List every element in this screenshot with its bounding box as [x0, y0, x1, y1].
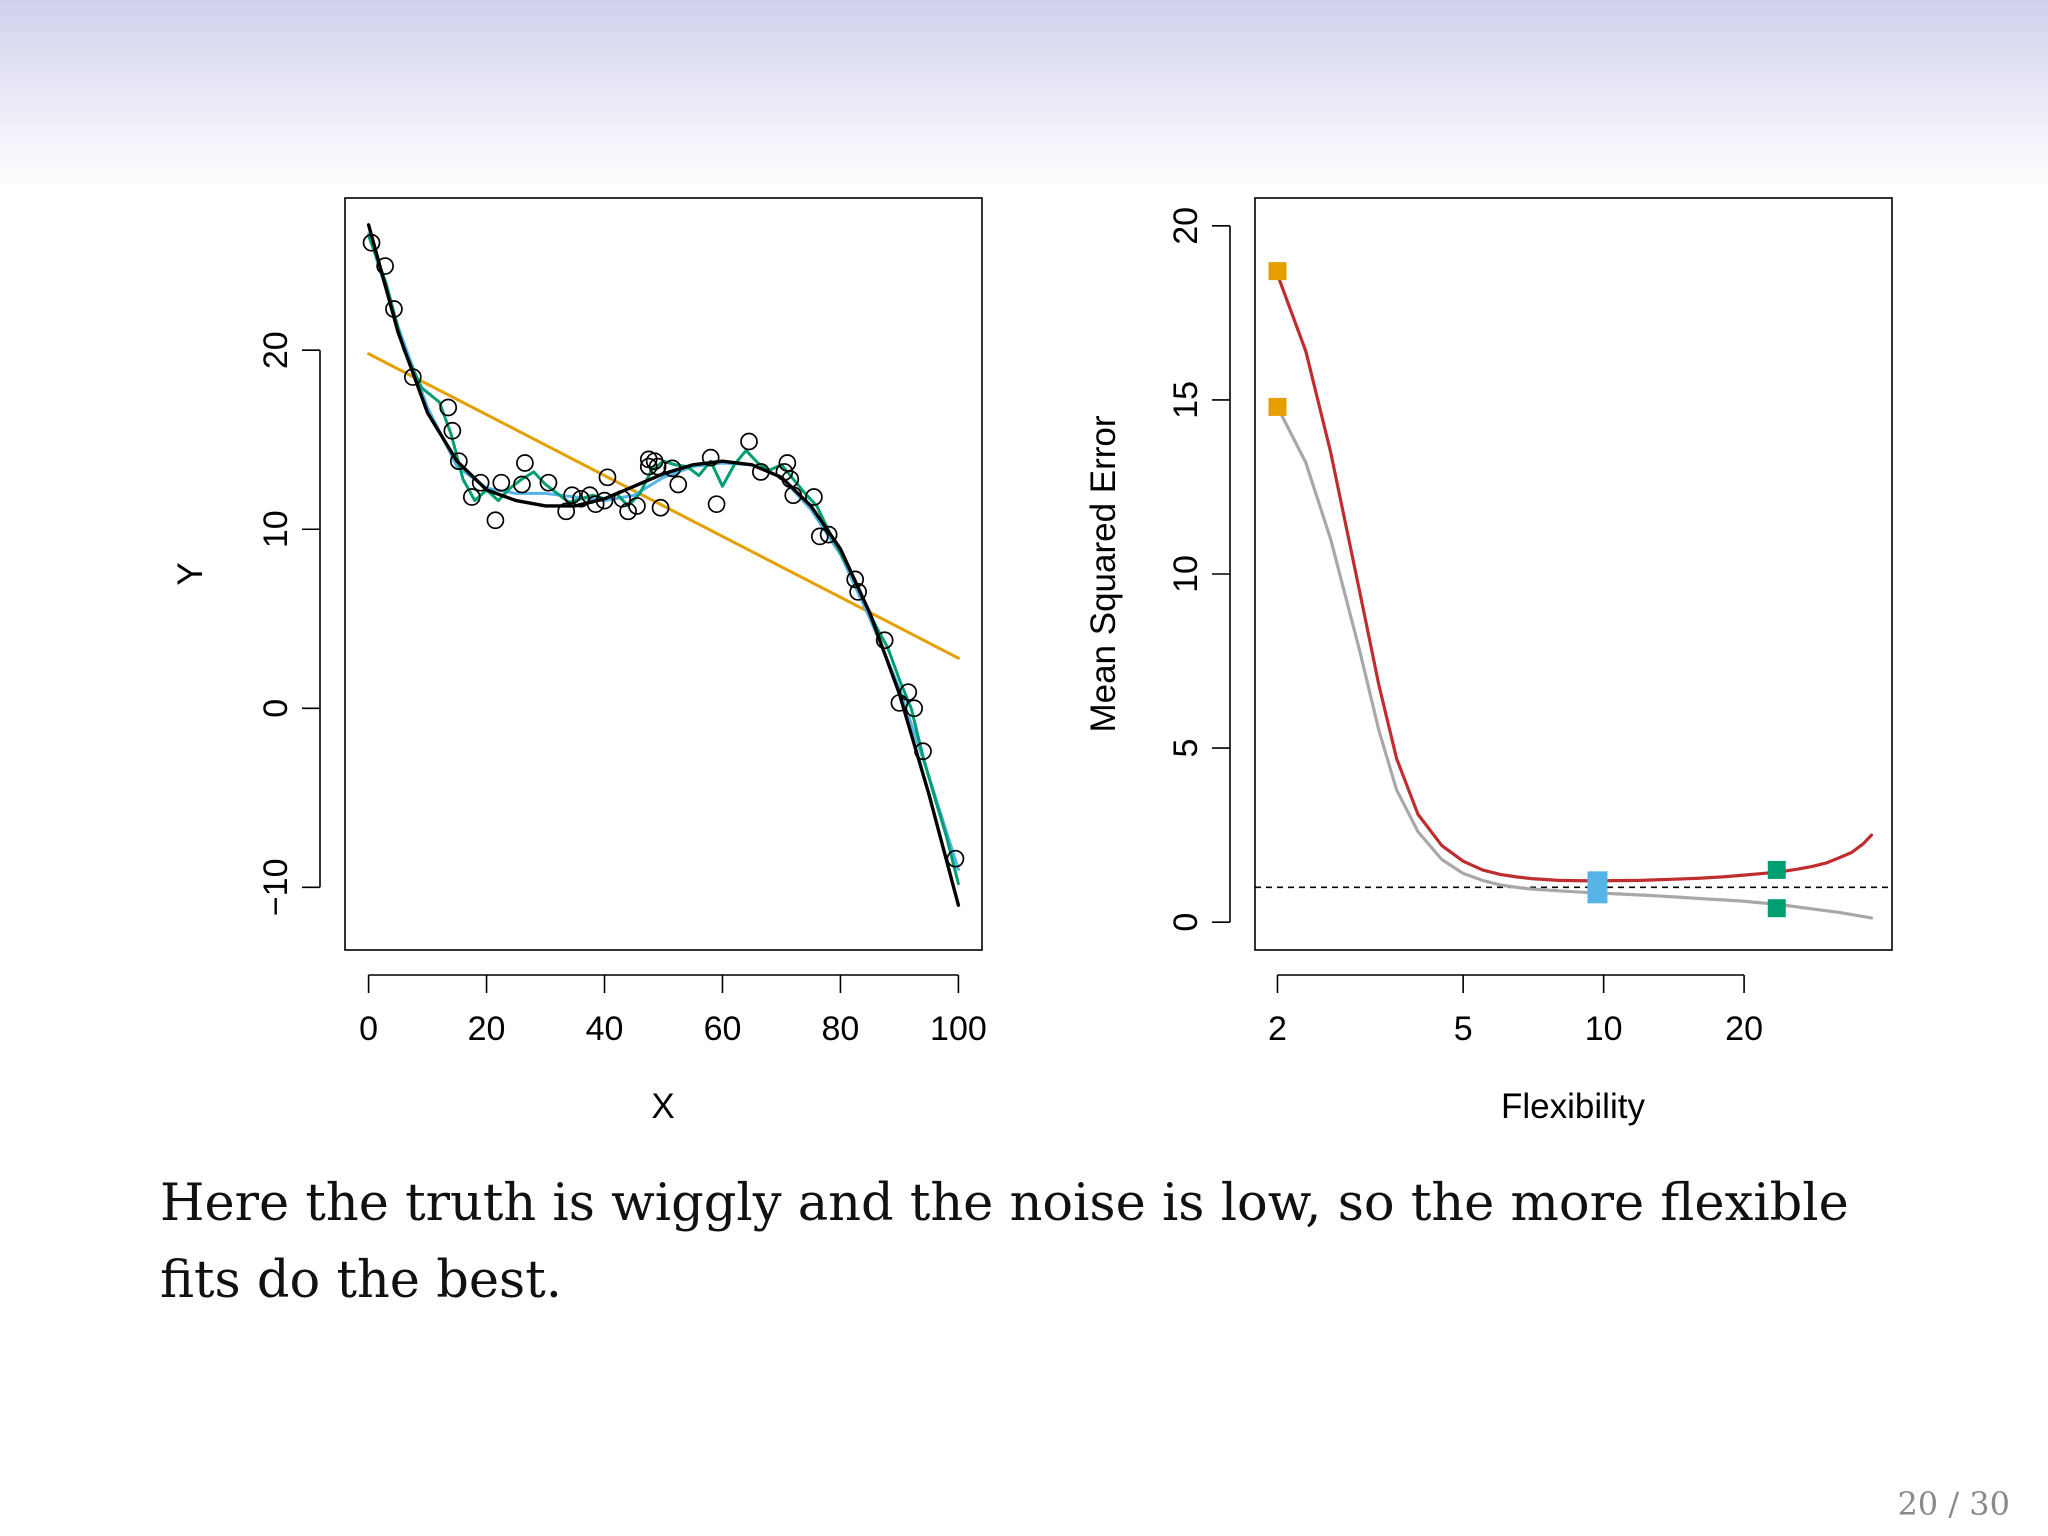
data-point — [557, 502, 576, 521]
data-point — [443, 421, 462, 440]
right-x-axis: 2 5 10 20 — [1268, 974, 1763, 1048]
marker-smooth-green — [1767, 860, 1786, 879]
data-point — [875, 631, 894, 650]
left-y-tick-label: 10 — [257, 510, 295, 548]
left-plot-frame — [344, 197, 983, 951]
left-y-tick-label: 0 — [257, 699, 295, 718]
left-x-tick-label: 20 — [468, 1010, 506, 1048]
left-x-axis-label: X — [651, 1087, 674, 1126]
right-x-axis-label: Flexibility — [1501, 1087, 1645, 1126]
data-point — [492, 473, 511, 492]
right-y-axis-label: Mean Squared Error — [1084, 415, 1123, 732]
data-point — [619, 502, 637, 521]
right-x-tick-label: 20 — [1725, 1010, 1763, 1048]
right-markers — [1268, 262, 1786, 918]
data-point — [819, 525, 838, 544]
right-mse-curves — [1275, 272, 1874, 920]
right-x-tick-label: 5 — [1454, 1010, 1473, 1048]
right-y-tick-label: 15 — [1167, 381, 1205, 419]
data-point — [648, 457, 667, 476]
data-point — [595, 491, 614, 510]
right-y-axis: 0 5 10 15 20 — [1167, 207, 1231, 932]
data-point — [516, 454, 534, 472]
left-x-tick-label: 0 — [359, 1010, 378, 1048]
data-point — [651, 498, 670, 517]
right-panel: 2 5 10 20 0 5 10 15 20 Flexibility Mean Squared… — [1084, 197, 1893, 1126]
data-point — [362, 233, 381, 252]
data-point — [586, 495, 605, 514]
right-line-test-mse — [1275, 272, 1874, 883]
marker-min-test — [1587, 871, 1608, 904]
data-point — [784, 486, 803, 505]
data-point — [899, 683, 918, 702]
data-point — [669, 475, 688, 494]
data-point — [539, 473, 558, 492]
data-point — [701, 448, 720, 467]
right-y-tick-label: 10 — [1167, 555, 1205, 593]
data-point — [462, 488, 481, 506]
data-point — [905, 699, 924, 718]
data-point — [810, 527, 829, 546]
left-y-tick-label: −10 — [257, 858, 295, 916]
left-x-tick-label: 80 — [822, 1010, 860, 1048]
data-point — [439, 398, 458, 417]
data-point — [471, 473, 490, 492]
data-point — [376, 257, 394, 275]
data-point — [740, 432, 758, 451]
data-point — [563, 486, 581, 505]
left-x-axis: 0 20 40 60 80 100 — [359, 974, 987, 1048]
data-point — [628, 497, 646, 515]
data-point — [751, 463, 770, 481]
left-line-smooth-green — [367, 234, 960, 886]
left-line-smooth-blue — [367, 232, 960, 871]
left-data-points — [362, 233, 965, 868]
data-point — [914, 742, 932, 761]
data-point — [486, 511, 505, 530]
left-fit-lines — [366, 223, 961, 907]
slide-caption: Here the truth is wiggly and the noise i… — [160, 1174, 1849, 1310]
right-x-tick-label: 10 — [1585, 1010, 1623, 1048]
data-point — [513, 475, 531, 494]
data-point — [849, 583, 867, 601]
right-y-tick-label: 20 — [1167, 207, 1205, 245]
data-point — [846, 570, 865, 589]
data-point — [385, 300, 403, 318]
marker-linear — [1268, 397, 1287, 416]
data-point — [598, 468, 617, 487]
data-point — [778, 454, 797, 472]
data-point — [449, 452, 468, 471]
left-panel: 0 20 40 60 80 100 −10 0 10 20 X Y — [171, 197, 987, 1126]
left-x-tick-label: 40 — [586, 1010, 624, 1048]
marker-smooth-green — [1767, 899, 1786, 918]
left-y-axis: −10 0 10 20 — [257, 331, 321, 916]
right-plot-frame — [1254, 197, 1893, 951]
slide-header-band — [0, 0, 2048, 190]
right-y-tick-label: 0 — [1167, 913, 1205, 932]
data-point — [639, 457, 658, 476]
data-point — [663, 459, 682, 478]
left-line-truth — [366, 223, 961, 907]
left-y-axis-label: Y — [171, 562, 210, 585]
right-x-tick-label: 2 — [1268, 1010, 1287, 1048]
left-x-tick-label: 60 — [704, 1010, 742, 1048]
page-number: 20 / 30 — [1897, 1485, 2010, 1523]
data-point — [707, 495, 726, 514]
data-point — [403, 368, 422, 386]
right-line-train-mse — [1275, 405, 1874, 920]
data-point — [946, 849, 965, 868]
left-line-linear — [367, 352, 960, 660]
marker-linear — [1268, 262, 1287, 281]
right-y-tick-label: 5 — [1167, 739, 1205, 758]
data-point — [805, 488, 823, 506]
left-y-tick-label: 20 — [257, 331, 295, 369]
left-x-tick-label: 100 — [930, 1010, 987, 1048]
